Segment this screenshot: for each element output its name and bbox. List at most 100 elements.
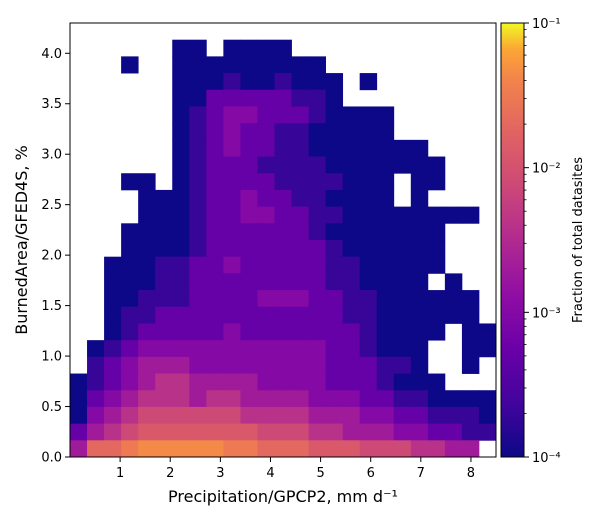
heatmap-cell — [376, 139, 395, 157]
heatmap-cell — [223, 240, 241, 258]
heatmap-cell — [206, 356, 224, 374]
heatmap-cell — [410, 356, 429, 374]
heatmap-cell — [206, 56, 224, 74]
heatmap-cell — [308, 56, 326, 74]
heatmap-cell — [393, 240, 412, 258]
heatmap-cell — [87, 423, 105, 441]
heatmap-cell — [223, 223, 241, 241]
heatmap-cell — [342, 273, 361, 291]
heatmap-cell — [461, 306, 480, 324]
heatmap-cell — [257, 356, 275, 374]
heatmap-cell — [121, 423, 139, 441]
heatmap-cell — [104, 373, 122, 391]
heatmap-cell — [240, 256, 258, 274]
heatmap-cell — [274, 440, 292, 458]
heatmap-cell — [257, 123, 275, 141]
heatmap-cell — [206, 240, 224, 258]
heatmap-cell — [172, 206, 190, 224]
heatmap-cell — [257, 440, 275, 458]
heatmap-cell — [444, 423, 463, 441]
heatmap-cell — [223, 106, 241, 124]
heatmap-cell — [138, 440, 156, 458]
x-tick-label: 4 — [266, 466, 274, 481]
heatmap-cell — [393, 273, 412, 291]
heatmap-cell — [376, 223, 395, 241]
heatmap-cell — [308, 139, 326, 157]
x-tick-label: 1 — [116, 466, 124, 481]
heatmap-cell — [427, 173, 446, 191]
heatmap-cell — [410, 340, 429, 358]
heatmap-cell — [70, 390, 88, 408]
heatmap-cell — [189, 290, 207, 308]
heatmap-cell — [155, 223, 173, 241]
heatmap-cell — [393, 139, 412, 157]
heatmap-cell — [410, 240, 429, 258]
heatmap-cell — [291, 223, 309, 241]
heatmap-cell — [257, 189, 275, 208]
heatmap-cell — [444, 290, 463, 308]
heatmap-cell — [206, 273, 224, 291]
heatmap-cell — [257, 373, 275, 391]
heatmap-cell — [274, 390, 292, 408]
heatmap-cell — [223, 73, 241, 91]
heatmap-cell — [393, 223, 412, 241]
heatmap-cell — [393, 423, 412, 441]
heatmap-cell — [342, 223, 361, 241]
heatmap-cell — [206, 340, 224, 358]
heatmap-cell — [410, 223, 429, 241]
heatmap-cell — [172, 73, 190, 91]
heatmap-cell — [325, 139, 344, 157]
heatmap-cell — [138, 306, 156, 324]
heatmap-cell — [121, 406, 139, 425]
heatmap-cell — [121, 173, 139, 191]
heatmap-cell — [87, 390, 105, 408]
heatmap-cell — [121, 356, 139, 374]
heatmap-cell — [325, 323, 344, 341]
heatmap-cell — [172, 139, 190, 157]
y-tick-label: 1.0 — [41, 350, 62, 365]
heatmap-cell — [172, 106, 190, 124]
colorbar-tick-label: 10⁻³ — [532, 306, 561, 321]
heatmap-cell — [155, 373, 173, 391]
heatmap-cell — [172, 189, 190, 208]
heatmap-cell — [87, 340, 105, 358]
heatmap-cell — [359, 73, 378, 91]
heatmap-cell — [138, 356, 156, 374]
heatmap-cell — [325, 290, 344, 308]
heatmap-cell — [410, 206, 429, 224]
heatmap-cell — [308, 423, 326, 441]
heatmap-cell — [308, 123, 326, 141]
heatmap-cell — [325, 240, 344, 258]
heatmap-cell — [138, 273, 156, 291]
heatmap-cell — [393, 256, 412, 274]
heatmap-cell — [342, 323, 361, 341]
heatmap-cell — [223, 89, 241, 107]
heatmap-cell — [376, 256, 395, 274]
heatmap-cell — [410, 423, 429, 441]
heatmap-cell — [240, 306, 258, 324]
heatmap-cell — [138, 240, 156, 258]
heatmap-cell — [461, 390, 480, 408]
heatmap-cell — [478, 340, 497, 358]
heatmap-cell — [223, 440, 241, 458]
heatmap-cell — [291, 123, 309, 141]
heatmap-cell — [393, 373, 412, 391]
heatmap-cell — [223, 423, 241, 441]
heatmap-cell — [325, 256, 344, 274]
heatmap-cell — [223, 323, 241, 341]
heatmap-cell — [223, 206, 241, 224]
heatmap-cell — [206, 306, 224, 324]
heatmap-cell — [376, 340, 395, 358]
heatmap-cell — [172, 240, 190, 258]
heatmap-cells — [70, 39, 497, 458]
heatmap-cell — [291, 440, 309, 458]
heatmap-cell — [206, 123, 224, 141]
heatmap-cell — [393, 323, 412, 341]
heatmap-cell — [444, 406, 463, 425]
heatmap-cell — [308, 273, 326, 291]
y-axis-label: BurnedArea/GFED4S, % — [12, 145, 31, 335]
heatmap-cell — [376, 373, 395, 391]
heatmap-cell — [189, 373, 207, 391]
heatmap-cell — [87, 440, 105, 458]
